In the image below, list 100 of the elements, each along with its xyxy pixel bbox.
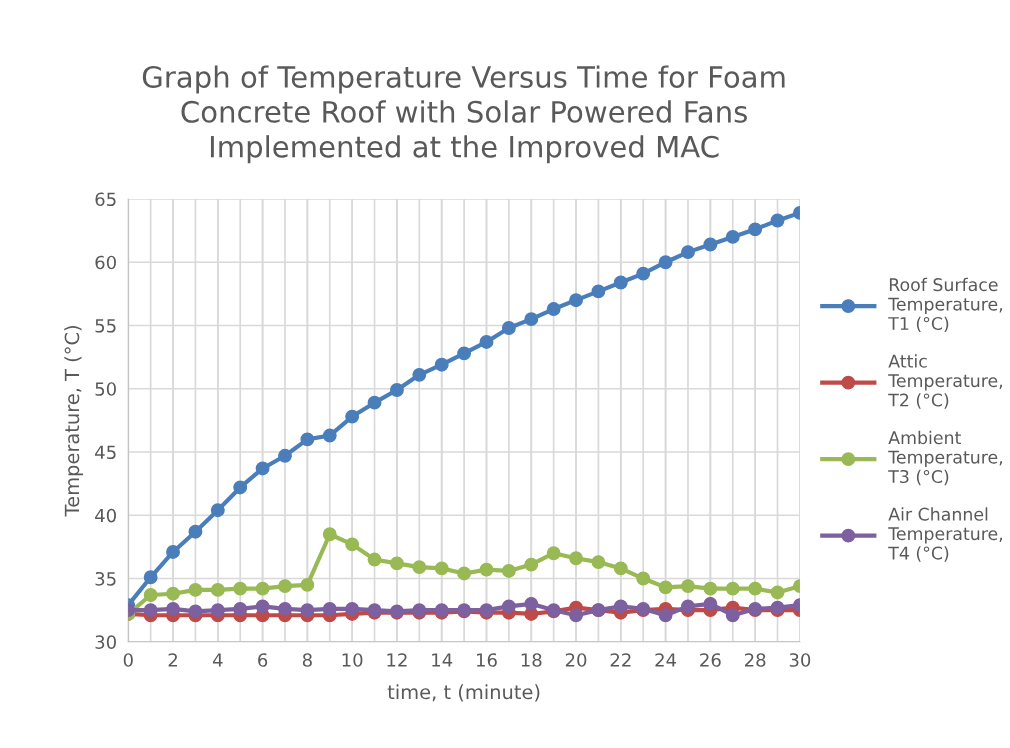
x-tick-label: 24: [655, 653, 677, 667]
point: [367, 552, 382, 567]
point: [658, 255, 673, 270]
x-tick-label: 20: [565, 653, 587, 667]
point: [546, 302, 561, 316]
point: [300, 577, 315, 592]
x-tick-label: 8: [302, 653, 312, 667]
point: [389, 556, 404, 571]
y-tick-label: 55: [95, 319, 116, 333]
point: [725, 608, 740, 623]
y-tick-label: 40: [95, 508, 116, 523]
point: [143, 570, 158, 585]
point: [143, 603, 158, 618]
point: [389, 383, 404, 397]
x-tick-label: 4: [212, 653, 223, 667]
x-axis-title: time, t (minute): [387, 684, 540, 702]
x-tick-label: 16: [476, 653, 497, 667]
point: [748, 581, 763, 596]
y-tick-label: 35: [95, 571, 116, 586]
point: [479, 334, 494, 349]
point: [569, 551, 583, 566]
point: [658, 608, 673, 623]
point: [613, 599, 628, 614]
x-tick-label: 0: [123, 653, 133, 667]
point: [255, 581, 270, 596]
y-tick-label: 60: [95, 255, 116, 270]
point: [345, 409, 360, 424]
point: [681, 245, 695, 260]
point: [703, 237, 718, 252]
point: [278, 601, 292, 616]
x-tick-label: 6: [258, 653, 268, 667]
x-tick-label: 14: [432, 653, 453, 667]
point: [367, 395, 382, 410]
point: [681, 579, 695, 594]
y-tick-label: 30: [95, 635, 116, 649]
y-axis-title: Temperature, T (°C): [64, 326, 84, 517]
point: [479, 562, 494, 577]
point: [524, 557, 539, 572]
point: [569, 608, 583, 623]
x-tick-label: 22: [610, 653, 631, 667]
point: [210, 503, 225, 518]
point: [501, 563, 516, 578]
x-tick-label: 30: [789, 653, 811, 667]
point: [546, 546, 561, 561]
point: [278, 448, 292, 463]
point: [501, 321, 516, 335]
point: [233, 601, 248, 616]
point: [613, 275, 628, 290]
point: [188, 582, 203, 597]
point: [322, 527, 337, 542]
point: [166, 601, 180, 616]
point: [524, 596, 539, 611]
chart-title: Graph of Temperature Versus Time for Foam Concrete Roof with Solar Powered Fans Implemented at the Improved MAC: [142, 65, 785, 164]
y-tick-label: 65: [95, 192, 116, 207]
x-tick-label: 28: [744, 653, 766, 667]
legend-label: Air Channel Temperature, T4 (°C): [888, 507, 1003, 562]
point: [703, 581, 718, 596]
point: [658, 580, 673, 595]
point: [166, 545, 180, 559]
point: [770, 213, 785, 228]
point: [457, 566, 472, 581]
point: [703, 596, 718, 611]
point: [725, 581, 740, 596]
point: [434, 357, 449, 372]
point: [748, 222, 763, 237]
point: [166, 586, 180, 601]
point: [188, 604, 203, 619]
point: [322, 428, 337, 443]
point: [255, 461, 270, 476]
point: [569, 293, 583, 308]
point: [457, 346, 472, 361]
x-tick-label: 12: [387, 653, 407, 667]
point: [210, 582, 225, 597]
point: [255, 599, 270, 614]
x-tick-label: 2: [168, 653, 177, 667]
point: [636, 266, 651, 281]
point: [188, 524, 203, 539]
point: [770, 585, 785, 600]
point: [300, 432, 315, 447]
point: [412, 367, 427, 382]
point: [233, 480, 248, 495]
point: [613, 561, 628, 576]
point: [681, 599, 695, 614]
point: [210, 603, 225, 618]
y-tick-label: 45: [95, 445, 116, 460]
x-tick-label: 10: [342, 653, 363, 667]
legend-label: Roof Surface Temperature, T1 (°C): [888, 277, 1003, 333]
point: [412, 560, 427, 575]
x-tick-label: 26: [700, 653, 721, 667]
legend-label: Ambient Temperature, T3 (°C): [888, 430, 1003, 486]
point: [300, 603, 315, 618]
point: [591, 555, 606, 570]
point: [501, 599, 516, 614]
point: [322, 601, 337, 616]
y-tick-label: 50: [95, 382, 116, 396]
legend-label: Attic Temperature, T2 (°C): [888, 354, 1003, 409]
point: [278, 579, 292, 594]
point: [143, 588, 158, 602]
x-tick-label: 18: [521, 653, 542, 667]
point: [524, 312, 539, 327]
